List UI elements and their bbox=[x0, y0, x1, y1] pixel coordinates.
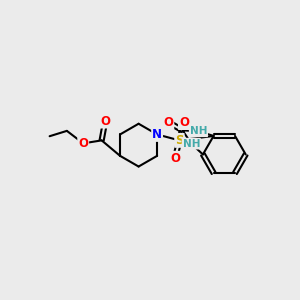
Text: S: S bbox=[175, 134, 184, 147]
Text: O: O bbox=[78, 137, 88, 150]
Text: O: O bbox=[100, 115, 110, 128]
Text: NH: NH bbox=[183, 139, 200, 148]
Text: O: O bbox=[179, 116, 189, 129]
Text: O: O bbox=[164, 116, 173, 129]
Text: NH: NH bbox=[190, 126, 207, 136]
Text: N: N bbox=[152, 128, 162, 141]
Text: O: O bbox=[170, 152, 180, 165]
